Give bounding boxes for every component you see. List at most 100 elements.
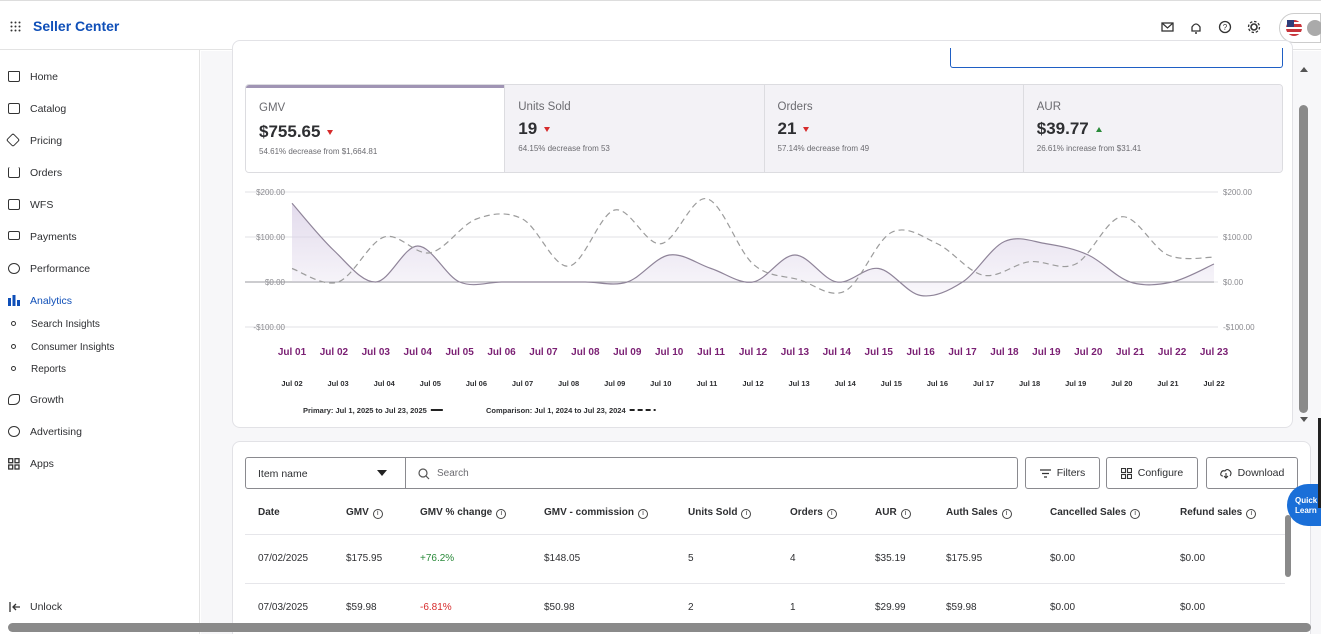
x-tick-label: Jul 11	[697, 347, 725, 358]
kpi-tab[interactable]: Units Sold 19 64.15% decrease from 53	[504, 85, 764, 172]
column-header[interactable]: Auth Sales i	[946, 507, 1012, 519]
scrollbar[interactable]	[1298, 60, 1310, 428]
table-cell: 07/03/2025	[258, 602, 309, 613]
search-input[interactable]: Search	[405, 457, 1018, 489]
nav-sub-item[interactable]: Reports	[31, 364, 67, 375]
pricing-icon	[5, 132, 21, 148]
nav-sub-item[interactable]: Search Insights	[31, 319, 100, 330]
x-tick-label: Jul 05	[445, 347, 474, 358]
column-header[interactable]: GMV - commission i	[544, 507, 649, 519]
kpi-tab[interactable]: Orders 21 57.14% decrease from 49	[763, 85, 1023, 172]
x-tick-label: Jul 21	[1116, 347, 1145, 358]
info-icon[interactable]: i	[826, 509, 837, 519]
nav-item[interactable]: Orders	[30, 167, 63, 179]
button-label: Configure	[1137, 467, 1184, 479]
quick-learn-widget[interactable]: Quick Learn	[1287, 484, 1321, 526]
column-header-text: AUR	[875, 507, 897, 518]
x2-tick-label: Jul 12	[742, 379, 763, 388]
y2-tick-label: -$100.00	[1223, 323, 1255, 332]
table-scrollbar[interactable]	[1285, 515, 1291, 577]
filters-button[interactable]: Filters	[1025, 457, 1100, 489]
button-label: Filters	[1056, 467, 1086, 479]
x2-tick-label: Jul 11	[696, 379, 717, 388]
column-header[interactable]: GMV % change i	[420, 507, 507, 519]
series-area	[292, 203, 1214, 296]
nav-footer[interactable]: Unlock	[30, 601, 63, 613]
brand-title[interactable]: Seller Center	[33, 18, 120, 34]
nav-item[interactable]: Home	[30, 71, 59, 83]
nav-item[interactable]: Advertising	[30, 426, 82, 438]
table-cell: 1	[790, 602, 796, 613]
y2-tick-label: $100.00	[1223, 233, 1252, 242]
configure-button[interactable]: Configure	[1106, 457, 1198, 489]
info-icon[interactable]: i	[741, 509, 752, 519]
table-cell: 2	[688, 602, 694, 613]
widget-label: Quick Learn	[1295, 496, 1318, 515]
bullet	[11, 344, 16, 349]
table-cell: $0.00	[1050, 602, 1076, 613]
configure-icon	[1120, 467, 1132, 479]
download-button[interactable]: Download	[1206, 457, 1298, 489]
nav-item[interactable]: Growth	[30, 394, 64, 406]
header-icons[interactable]: ?	[1160, 20, 1270, 36]
trend-icon	[1095, 127, 1102, 133]
x2-tick-label: Jul 19	[1065, 379, 1086, 388]
kpi-label: Orders	[777, 101, 813, 113]
search-placeholder: Search	[437, 468, 469, 479]
x2-tick-label: Jul 21	[1157, 379, 1178, 388]
info-icon[interactable]: i	[1130, 509, 1141, 519]
x-tick-label: Jul 14	[823, 347, 852, 358]
x2-tick-label: Jul 09	[604, 379, 625, 388]
info-icon[interactable]: i	[638, 509, 649, 519]
column-select[interactable]: Item name	[245, 457, 406, 489]
account-button[interactable]	[1279, 13, 1321, 43]
y2-tick-label: $200.00	[1223, 188, 1252, 197]
x2-tick-label: Jul 02	[281, 379, 302, 388]
date-range-picker[interactable]	[950, 48, 1283, 68]
x-tick-label: Jul 18	[990, 347, 1019, 358]
column-header[interactable]: Refund sales i	[1180, 507, 1257, 519]
x-tick-label: Jul 08	[571, 347, 600, 358]
info-icon[interactable]: i	[1246, 509, 1257, 519]
horizontal-scrollbar[interactable]	[8, 623, 1311, 632]
button-label: Download	[1237, 467, 1285, 479]
line-chart: -$100.00$0.00$100.00$200.00-$100.00$0.00…	[245, 188, 1255, 415]
info-icon[interactable]: i	[372, 509, 383, 519]
column-header[interactable]: Date	[258, 507, 280, 518]
nav-item[interactable]: Apps	[30, 458, 54, 470]
nav-item[interactable]: Payments	[30, 231, 77, 243]
kpi-tab[interactable]: AUR $39.77 26.61% increase from $31.41	[1022, 85, 1282, 172]
x2-tick-label: Jul 13	[788, 379, 809, 388]
kpi-tab[interactable]: GMV $755.65 54.61% decrease from $1,664.…	[246, 85, 505, 172]
analytics-icon	[8, 295, 20, 306]
x-tick-label: Jul 07	[529, 347, 558, 358]
kpi-change: 54.61% decrease from $1,664.81	[259, 147, 378, 156]
nav-sub-item[interactable]: Consumer Insights	[31, 342, 115, 353]
y-tick-label: $200.00	[256, 188, 285, 197]
column-header-text: GMV - commission	[544, 507, 635, 518]
column-header[interactable]: GMV i	[346, 507, 383, 519]
info-icon[interactable]: i	[900, 509, 911, 519]
info-icon[interactable]: i	[496, 509, 507, 519]
series-line	[291, 198, 1215, 294]
table-cell: $0.00	[1180, 602, 1206, 613]
nav-item[interactable]: WFS	[30, 199, 54, 211]
app-grid-icon[interactable]	[10, 21, 21, 32]
x2-tick-label: Jul 03	[327, 379, 348, 388]
column-header[interactable]: Orders i	[790, 507, 837, 519]
info-icon[interactable]: i	[1001, 509, 1012, 519]
search-icon	[418, 468, 430, 480]
nav-item[interactable]: Performance	[30, 263, 91, 275]
nav-item[interactable]: Catalog	[30, 103, 67, 115]
nav-item[interactable]: Pricing	[30, 135, 63, 147]
trend-icon	[803, 127, 810, 133]
x-tick-label: Jul 09	[613, 347, 642, 358]
column-header[interactable]: AUR i	[875, 507, 911, 519]
column-header[interactable]: Cancelled Sales i	[1050, 507, 1141, 519]
kpi-value-text: $755.65	[259, 122, 321, 141]
nav-item-active[interactable]: Analytics	[30, 295, 73, 307]
column-header[interactable]: Units Sold i	[688, 507, 752, 519]
kpi-label: GMV	[259, 102, 286, 114]
x2-tick-label: Jul 22	[1203, 379, 1224, 388]
